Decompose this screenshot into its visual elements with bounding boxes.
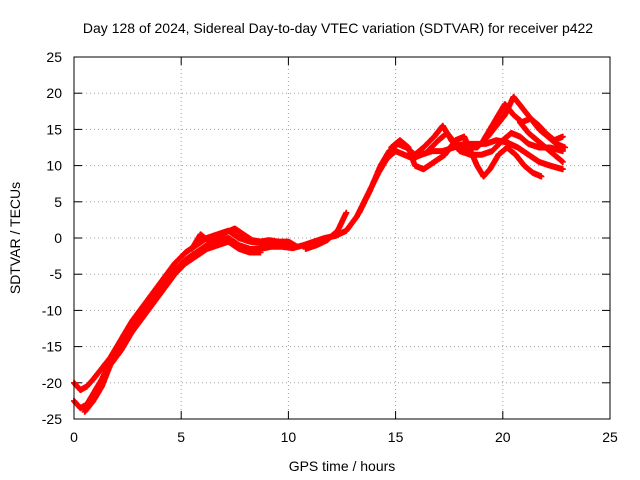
x-tick-label: 0 <box>70 429 78 445</box>
x-tick-label: 10 <box>281 429 297 445</box>
data-track <box>517 119 566 165</box>
chart-title: Day 128 of 2024, Sidereal Day-to-day VTE… <box>83 20 593 36</box>
y-tick-label: 25 <box>46 49 62 65</box>
y-tick-label: -15 <box>42 339 62 355</box>
data-track <box>188 225 300 252</box>
point-markers <box>517 119 566 165</box>
y-axis-label: SDTVAR / TECUs <box>7 182 23 294</box>
point-markers <box>388 133 545 180</box>
y-tick-label: 10 <box>46 158 62 174</box>
x-axis-label: GPS time / hours <box>289 458 396 474</box>
grid-lines <box>74 57 610 419</box>
x-tick-label: 20 <box>495 429 511 445</box>
x-tick-label: 25 <box>602 429 618 445</box>
y-tick-label: 0 <box>54 230 62 246</box>
y-tick-label: 20 <box>46 85 62 101</box>
data-track <box>478 101 566 147</box>
y-tick-label: -20 <box>42 375 62 391</box>
y-tick-label: -5 <box>50 266 63 282</box>
point-markers <box>188 225 300 252</box>
x-tick-label: 15 <box>388 429 404 445</box>
y-tick-label: -25 <box>42 411 62 427</box>
x-tick-label: 5 <box>177 429 185 445</box>
point-markers <box>478 101 566 147</box>
data-track <box>388 133 545 180</box>
y-tick-label: 5 <box>54 194 62 210</box>
data-track <box>302 209 350 252</box>
plot-frame <box>73 56 611 420</box>
point-markers <box>81 238 264 415</box>
data-layer <box>71 93 568 415</box>
axis-ticks: 0 5 10 15 20 25 -25 -20 -15 -10 -5 0 5 10 15 20 25 <box>42 49 618 445</box>
point-markers <box>302 209 350 252</box>
data-track <box>81 238 264 415</box>
y-tick-label: 15 <box>46 121 62 137</box>
y-tick-label: -10 <box>42 302 62 318</box>
